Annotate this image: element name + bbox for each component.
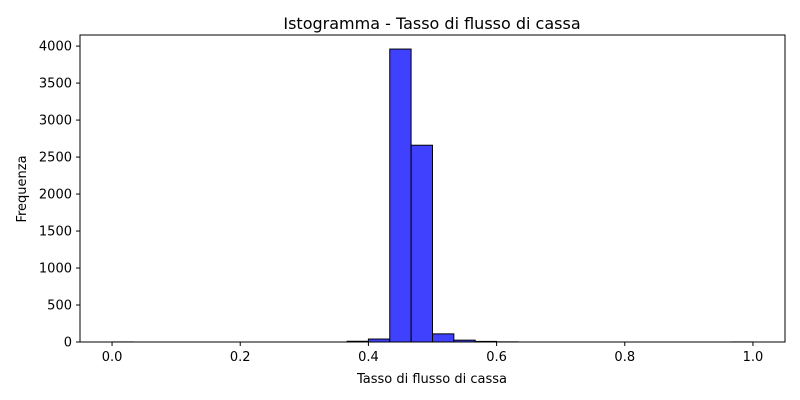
y-tick-label: 2500 [39,151,72,166]
y-tick-label: 1500 [39,225,72,240]
y-tick-label: 1000 [39,262,72,277]
y-tick-label: 3000 [39,114,72,129]
chart-title: Istogramma - Tasso di flusso di cassa [283,14,580,33]
y-axis-label: Frequenza [15,155,30,222]
x-axis-label: Tasso di flusso di cassa [356,372,507,387]
y-tick-label: 500 [47,299,72,314]
y-tick-label: 3500 [39,77,72,92]
histogram-bars [111,48,754,343]
y-axis-ticks: 0 500 1000 1500 2000 2500 3000 3500 4000 [39,40,80,351]
histogram-bar [432,333,455,343]
histogram-bar [410,144,433,343]
x-tick-label: 0.2 [230,350,251,365]
x-tick-label: 0.4 [358,350,379,365]
y-tick-label: 4000 [39,40,72,55]
plot-frame [79,34,786,343]
x-tick-label: 1.0 [743,350,764,365]
x-tick-label: 0.6 [486,350,507,365]
x-tick-label: 0.0 [102,350,123,365]
histogram-bar [389,48,412,343]
x-tick-label: 0.8 [614,350,635,365]
y-tick-label: 2000 [39,188,72,203]
y-tick-label: 0 [64,336,72,351]
x-axis-ticks: 0.0 0.2 0.4 0.6 0.8 1.0 [102,342,764,365]
